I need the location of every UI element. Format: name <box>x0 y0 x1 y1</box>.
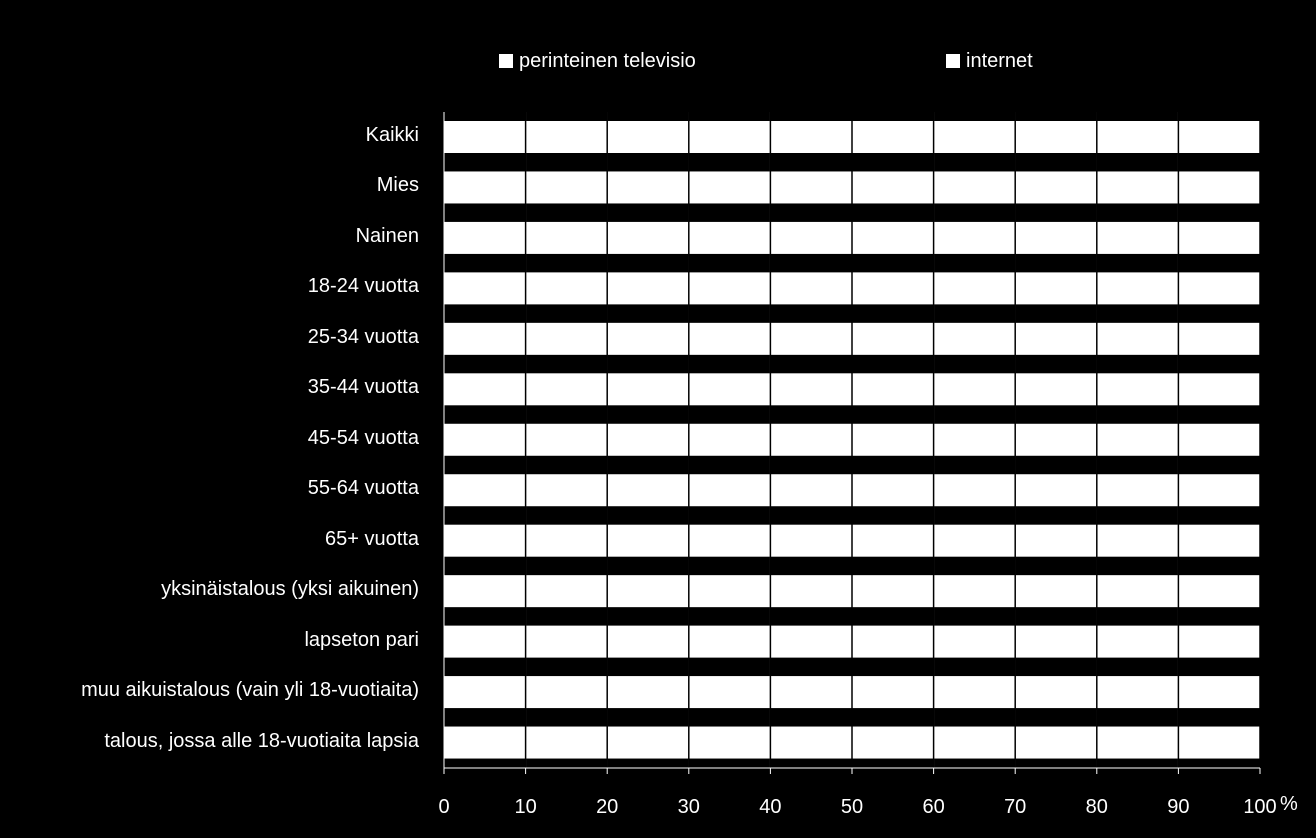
legend-swatch-internet <box>946 54 960 68</box>
category-label-8: 65+ vuotta <box>325 527 419 550</box>
x-tick-label-7: 70 <box>1004 796 1027 818</box>
category-label-9: yksinäistalous (yksi aikuinen) <box>161 578 419 601</box>
category-label-1: Mies <box>376 174 419 197</box>
category-label-0: Kaikki <box>365 124 419 146</box>
legend-label-internet: internet <box>966 49 1033 72</box>
category-label-11: muu aikuistalous (vain yli 18-vuotiaita) <box>81 679 419 702</box>
category-label-10: lapseton pari <box>304 628 419 651</box>
x-axis-unit: % <box>1280 793 1298 815</box>
x-tick-label-2: 20 <box>596 796 619 818</box>
category-label-5: 35-44 vuotta <box>307 376 419 399</box>
category-label-3: 18-24 vuotta <box>307 275 419 298</box>
legend-label-tv: perinteinen televisio <box>519 49 696 72</box>
x-tick-label-5: 50 <box>840 796 864 818</box>
x-tick-label-0: 0 <box>438 796 450 818</box>
x-tick-label-3: 30 <box>677 796 700 818</box>
x-tick-label-1: 10 <box>514 796 537 818</box>
x-tick-label-8: 80 <box>1085 796 1108 818</box>
category-label-7: 55-64 vuotta <box>307 477 419 500</box>
legend-item-tv: perinteinen televisio <box>499 48 696 74</box>
legend-item-internet: internet <box>946 48 1033 74</box>
category-label-4: 25-34 vuotta <box>307 325 419 348</box>
x-tick-label-10: 100 <box>1243 796 1277 818</box>
x-tick-label-6: 60 <box>922 796 945 818</box>
category-label-12: talous, jossa alle 18-vuotiaita lapsia <box>104 729 419 752</box>
legend-swatch-tv <box>499 54 513 68</box>
x-tick-label-4: 40 <box>759 796 782 818</box>
category-label-6: 45-54 vuotta <box>307 426 419 449</box>
category-label-2: Nainen <box>355 224 419 247</box>
x-tick-label-9: 90 <box>1167 796 1190 818</box>
